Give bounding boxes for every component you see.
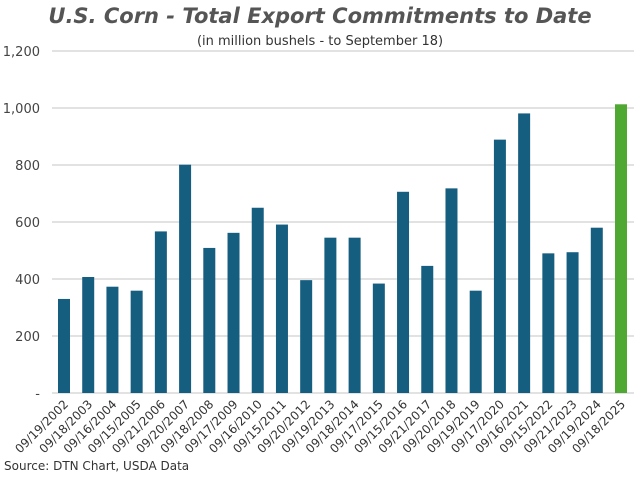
bar xyxy=(542,253,555,393)
bar xyxy=(106,286,119,393)
bar xyxy=(615,104,627,394)
bar xyxy=(203,247,216,393)
bar xyxy=(300,280,313,393)
y-tick-label: 200 xyxy=(15,330,40,345)
bar xyxy=(251,207,264,393)
bar xyxy=(469,290,482,393)
bar xyxy=(179,164,192,393)
bar xyxy=(58,298,70,393)
bar xyxy=(82,277,95,393)
bar xyxy=(348,237,361,393)
y-tick-label: - xyxy=(35,387,40,402)
source-note: Source: DTN Chart, USDA Data xyxy=(4,459,190,473)
bar xyxy=(227,232,240,393)
y-tick-label: 400 xyxy=(15,273,40,288)
bar xyxy=(275,224,288,393)
y-tick-label: 600 xyxy=(15,216,40,231)
bar xyxy=(130,290,143,393)
bar xyxy=(518,113,531,393)
bar xyxy=(421,265,434,393)
bar xyxy=(590,227,603,393)
bar xyxy=(324,237,337,393)
bar xyxy=(566,252,579,393)
bar xyxy=(397,191,410,393)
chart-subtitle: (in million bushels - to September 18) xyxy=(196,34,444,49)
bar xyxy=(445,188,458,393)
y-tick-label: 1,200 xyxy=(3,45,40,60)
y-tick-label: 800 xyxy=(15,159,40,174)
chart-title: U.S. Corn - Total Export Commitments to … xyxy=(48,4,592,28)
bar xyxy=(154,231,167,393)
bar xyxy=(372,283,385,393)
y-tick-label: 1,000 xyxy=(3,102,40,117)
bar xyxy=(493,139,506,393)
